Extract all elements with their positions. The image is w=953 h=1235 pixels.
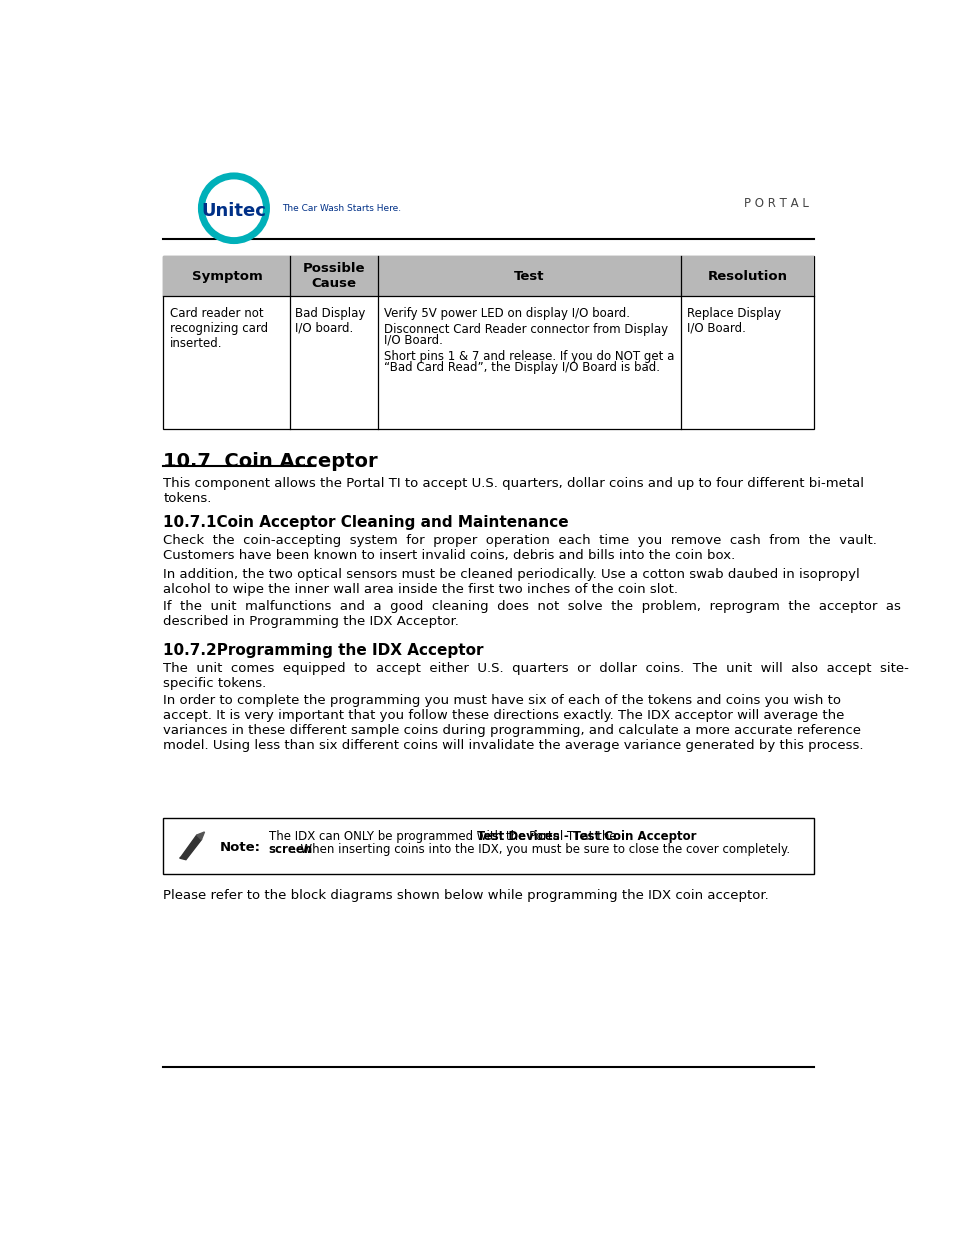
Text: Please refer to the block diagrams shown below while programming the IDX coin ac: Please refer to the block diagrams shown… xyxy=(163,889,768,902)
Bar xyxy=(290,256,377,296)
Polygon shape xyxy=(196,832,204,840)
Text: Card reader not
recognizing card
inserted.: Card reader not recognizing card inserte… xyxy=(170,306,268,350)
Text: Resolution: Resolution xyxy=(707,269,787,283)
Bar xyxy=(163,818,814,873)
Text: This component allows the Portal TI to accept U.S. quarters, dollar coins and up: This component allows the Portal TI to a… xyxy=(163,477,863,505)
Text: 10.7.1Coin Acceptor Cleaning and Maintenance: 10.7.1Coin Acceptor Cleaning and Mainten… xyxy=(163,515,568,531)
Text: Test: Test xyxy=(514,269,544,283)
Text: Check  the  coin-accepting  system  for  proper  operation  each  time  you  rem: Check the coin-accepting system for prop… xyxy=(163,534,877,562)
Text: The IDX can ONLY be programmed with the Portal TI at the: The IDX can ONLY be programmed with the … xyxy=(269,830,619,844)
Bar xyxy=(163,256,814,430)
Text: “Bad Card Read”, the Display I/O Board is bad.: “Bad Card Read”, the Display I/O Board i… xyxy=(384,361,659,374)
Text: Replace Display
I/O Board.: Replace Display I/O Board. xyxy=(686,306,781,335)
Text: Short pins 1 & 7 and release. If you do NOT get a: Short pins 1 & 7 and release. If you do … xyxy=(384,350,674,363)
Text: In order to complete the programming you must have six of each of the tokens and: In order to complete the programming you… xyxy=(163,694,863,752)
Text: The Car Wash Starts Here.: The Car Wash Starts Here. xyxy=(282,204,400,212)
Text: P O R T A L: P O R T A L xyxy=(743,198,808,210)
Text: screen: screen xyxy=(269,842,313,856)
Text: In addition, the two optical sensors must be cleaned periodically. Use a cotton : In addition, the two optical sensors mus… xyxy=(163,568,860,595)
Text: I/O Board.: I/O Board. xyxy=(384,333,443,347)
Text: Note:: Note: xyxy=(220,841,261,853)
Text: 10.7  Coin Acceptor: 10.7 Coin Acceptor xyxy=(163,452,377,472)
Text: Unitec: Unitec xyxy=(201,203,266,220)
Text: 10.7.2Programming the IDX Acceptor: 10.7.2Programming the IDX Acceptor xyxy=(163,643,483,658)
Bar xyxy=(680,256,814,296)
Bar xyxy=(163,256,290,296)
Text: Test Devices - Test Coin Acceptor: Test Devices - Test Coin Acceptor xyxy=(476,830,696,844)
Text: . When inserting coins into the IDX, you must be sure to close the cover complet: . When inserting coins into the IDX, you… xyxy=(293,842,789,856)
Polygon shape xyxy=(179,835,201,860)
Text: The  unit  comes  equipped  to  accept  either  U.S.  quarters  or  dollar  coin: The unit comes equipped to accept either… xyxy=(163,662,908,690)
Text: Symptom: Symptom xyxy=(192,269,262,283)
Text: Possible
Cause: Possible Cause xyxy=(303,262,365,290)
Bar xyxy=(377,256,680,296)
Text: Disconnect Card Reader connector from Display: Disconnect Card Reader connector from Di… xyxy=(384,324,668,336)
Text: If  the  unit  malfunctions  and  a  good  cleaning  does  not  solve  the  prob: If the unit malfunctions and a good clea… xyxy=(163,600,901,629)
Text: Bad Display
I/O board.: Bad Display I/O board. xyxy=(294,306,365,335)
Text: Verify 5V power LED on display I/O board.: Verify 5V power LED on display I/O board… xyxy=(384,306,630,320)
